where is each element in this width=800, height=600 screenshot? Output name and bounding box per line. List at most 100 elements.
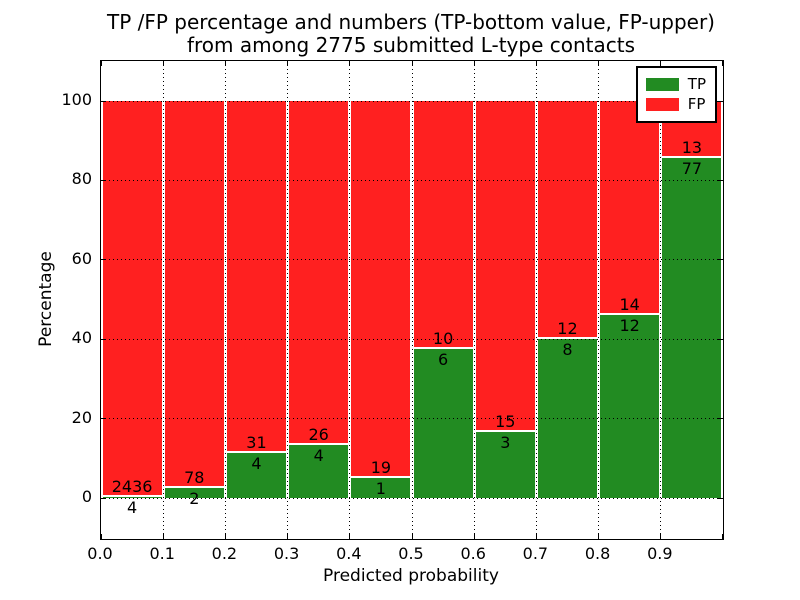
- x-tick-mark: [535, 61, 537, 66]
- fp-count-label: 14: [619, 294, 640, 314]
- tp-count-label: 4: [127, 498, 138, 518]
- bar-segment-tp: [226, 452, 287, 498]
- legend: TP FP: [635, 66, 717, 123]
- y-tick-mark: [101, 259, 106, 261]
- fp-count-label: 10: [432, 329, 454, 349]
- horizontal-gridline: [101, 338, 723, 340]
- bar-segment-tp: [475, 431, 535, 498]
- legend-tp-swatch: [645, 78, 679, 91]
- legend-label-tp: TP: [687, 75, 706, 93]
- x-tick-mark: [287, 61, 289, 66]
- fp-count-label: 15: [495, 411, 516, 431]
- x-tick-mark: [722, 61, 723, 66]
- x-tick-label: 0.4: [336, 544, 362, 563]
- y-tick-mark: [718, 418, 723, 420]
- y-tick-mark: [718, 338, 723, 340]
- x-tick-mark: [473, 534, 475, 539]
- x-tick-mark: [162, 534, 164, 539]
- x-tick-mark: [287, 534, 289, 539]
- y-tick-mark: [101, 497, 106, 499]
- tp-count-label: 4: [251, 453, 262, 473]
- x-tick-mark: [411, 534, 413, 539]
- fp-count-label: 26: [308, 425, 329, 445]
- x-tick-mark: [598, 61, 600, 66]
- bar-segment-fp: [475, 101, 535, 432]
- fp-count-label: 78: [184, 468, 205, 488]
- bar-segment-tp: [662, 158, 722, 498]
- fp-count-label: 13: [681, 138, 703, 158]
- x-tick-mark: [349, 534, 351, 539]
- tp-count-label: 6: [438, 350, 449, 370]
- bar-segment-fp: [289, 101, 349, 446]
- x-tick-label: 0.3: [273, 544, 300, 563]
- y-tick-label: 60: [71, 248, 92, 268]
- tp-count-label: 1: [375, 479, 386, 499]
- y-tick-label: 80: [71, 169, 92, 189]
- y-tick-mark: [101, 338, 106, 340]
- vertical-gridline: [287, 61, 289, 539]
- vertical-gridline: [162, 61, 164, 539]
- y-tick-mark: [101, 100, 106, 102]
- vertical-gridline: [411, 61, 413, 539]
- bar-segment-tp: [413, 349, 473, 498]
- horizontal-gridline: [101, 418, 723, 420]
- bar-segment-tp: [351, 478, 411, 498]
- x-tick-label: 0.9: [647, 544, 673, 563]
- tp-count-label: 4: [313, 446, 324, 466]
- bar-segment-fp: [102, 101, 162, 498]
- x-tick-label: 0.1: [149, 544, 175, 563]
- y-tick-mark: [101, 179, 106, 181]
- vertical-gridline: [598, 61, 600, 539]
- fp-count-label: 12: [557, 319, 578, 339]
- x-tick-mark: [224, 534, 226, 539]
- tp-count-label: 2: [189, 489, 200, 509]
- x-tick-mark: [224, 61, 226, 66]
- x-axis-label: Predicted probability: [323, 566, 499, 586]
- bar-segment-tp: [164, 488, 224, 498]
- y-tick-label: 40: [71, 328, 92, 348]
- y-tick-label: 100: [61, 90, 92, 109]
- vertical-gridline: [224, 61, 226, 539]
- y-tick-mark: [101, 418, 106, 420]
- x-tick-label: 0.8: [584, 544, 611, 563]
- vertical-gridline: [535, 61, 537, 539]
- legend-item-fp: FP: [645, 95, 706, 113]
- legend-label-fp: FP: [687, 95, 706, 113]
- bar-segment-fp: [226, 101, 287, 453]
- fp-count-label: 2436: [111, 477, 153, 497]
- y-tick-mark: [718, 179, 723, 181]
- vertical-gridline: [660, 61, 662, 539]
- x-tick-mark: [162, 61, 164, 66]
- bar-segment-tp: [289, 445, 349, 498]
- x-tick-mark: [411, 61, 413, 66]
- bar-segment-fp: [600, 101, 660, 315]
- x-tick-mark: [100, 61, 102, 66]
- x-tick-label: 0.2: [211, 544, 238, 563]
- y-tick-label: 0: [81, 487, 92, 506]
- x-tick-label: 0.0: [87, 544, 113, 563]
- x-tick-mark: [722, 534, 723, 539]
- x-tick-mark: [473, 61, 475, 66]
- x-tick-mark: [100, 534, 102, 539]
- y-tick-label: 20: [71, 407, 92, 427]
- x-tick-mark: [660, 534, 662, 539]
- bar-segment-fp: [413, 101, 473, 350]
- x-tick-mark: [660, 61, 662, 66]
- y-tick-mark: [718, 259, 723, 261]
- x-tick-mark: [598, 534, 600, 539]
- x-tick-label: 0.7: [522, 544, 549, 563]
- tp-count-label: 8: [562, 340, 573, 360]
- chart-title: TP /FP percentage and numbers (TP-bottom…: [100, 11, 722, 57]
- vertical-gridline: [349, 61, 351, 539]
- fp-count-label: 19: [370, 458, 392, 478]
- chart-title-line1: TP /FP percentage and numbers (TP-bottom…: [107, 10, 715, 34]
- tp-count-label: 3: [500, 432, 511, 452]
- fp-count-label: 31: [246, 432, 267, 452]
- plot-area: 2436 4 78 2 31 4 26 4 19 1 10 6 15 3 12 8 14 12 13 77 TP FP: [100, 60, 724, 540]
- x-tick-mark: [535, 534, 537, 539]
- x-tick-label: 0.5: [398, 544, 424, 563]
- tp-count-label: 12: [619, 315, 640, 335]
- x-tick-label: 0.6: [460, 544, 486, 563]
- y-tick-mark: [718, 100, 723, 102]
- horizontal-gridline: [101, 259, 723, 261]
